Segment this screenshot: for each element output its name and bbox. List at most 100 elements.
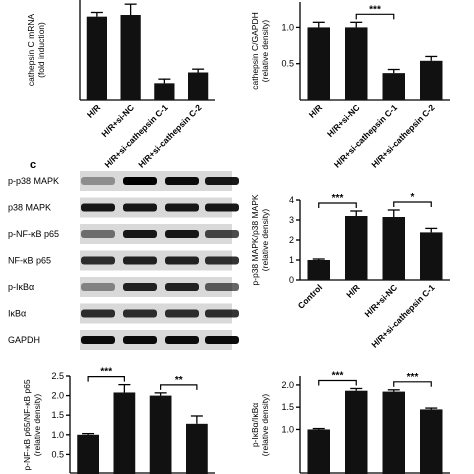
blot-band (123, 256, 157, 265)
blot-band (205, 203, 239, 212)
y-tick-label: 0 (289, 275, 294, 285)
bar (420, 409, 443, 474)
y-tick-label: 1.0 (51, 430, 64, 440)
bar (345, 390, 368, 474)
bar (77, 434, 99, 474)
y-tick-label: 4 (289, 195, 294, 205)
bar (345, 216, 368, 280)
x-tick-label: H/R (307, 102, 324, 119)
x-tick-label: H/R+si-cathepsin C-2 (136, 102, 204, 170)
bar (154, 83, 175, 100)
blot-band (165, 283, 199, 291)
significance-bracket (318, 379, 357, 386)
y-axis-label: cathepsin C mRNA (26, 14, 36, 87)
bar (113, 392, 136, 474)
blot-band (165, 256, 199, 265)
x-tick-label: H/R (85, 102, 102, 119)
bar (188, 72, 209, 100)
blot-band (123, 203, 157, 212)
blot-row-label: p-NF-κB p65 (8, 229, 59, 239)
blot-band (165, 336, 199, 344)
significance-label: ** (175, 375, 183, 386)
y-tick-label: 2 (289, 235, 294, 245)
blot-band (123, 309, 157, 318)
blot-band (165, 177, 199, 185)
y-tick-label: 0.5 (281, 59, 294, 69)
blot-band (81, 283, 115, 291)
y-tick-label: 1 (289, 255, 294, 265)
x-tick-label: H/R+si-NC (325, 102, 362, 139)
x-tick-label: H/R+si-cathepsin C-1 (102, 102, 170, 170)
blot-band (205, 283, 239, 291)
y-axis-label: (relative density) (32, 394, 42, 457)
blot-band (205, 336, 239, 344)
significance-bracket (393, 381, 432, 387)
bar (345, 27, 368, 100)
x-tick-label: H/R+si-cathepsin C-2 (369, 102, 437, 170)
significance-bracket (160, 384, 198, 390)
blot-band (123, 336, 157, 344)
y-tick-label: 1.0 (281, 424, 294, 434)
y-tick-label: 1.5 (51, 410, 64, 420)
bar (307, 27, 330, 100)
x-tick-label: H/R+si-NC (363, 282, 400, 319)
blot-band (81, 309, 115, 318)
blot-band (123, 283, 157, 291)
significance-label: *** (332, 370, 344, 381)
y-tick-label: 2.0 (51, 391, 64, 401)
y-axis-label: (relative density) (260, 394, 270, 457)
significance-label: *** (407, 372, 419, 383)
panel-label: c (30, 159, 36, 171)
x-tick-label: H/R+si-cathepsin C-1 (369, 282, 437, 350)
significance-bracket (87, 376, 125, 382)
y-tick-label: 3 (289, 215, 294, 225)
bar (186, 423, 208, 474)
blot-band (81, 177, 115, 185)
bar (420, 60, 443, 100)
y-axis-label: (relative density) (260, 20, 270, 83)
bar (86, 16, 107, 101)
x-tick-label: H/R+si-cathepsin C-1 (332, 102, 400, 170)
blot-band (81, 336, 115, 344)
x-tick-label: H/R (344, 282, 361, 299)
blot-band (205, 309, 239, 318)
blot-band (205, 256, 239, 265)
y-tick-label: 2.0 (281, 380, 294, 390)
blot-band (81, 230, 115, 238)
blot-band (205, 230, 239, 238)
significance-label: *** (369, 4, 381, 15)
blot-band (123, 177, 157, 185)
y-tick-label: 0.5 (51, 449, 64, 459)
bar (307, 429, 330, 474)
blot-row-label: p-IκBα (8, 282, 34, 292)
blot-row-label: NF-κB p65 (8, 256, 51, 266)
y-axis-label: p-NF-κB p65/NF-κB p65 (22, 379, 32, 470)
blot-row-label: IκBα (8, 309, 26, 319)
y-axis-label: p-IκBα/IκBα (250, 403, 260, 447)
blot-band (81, 256, 115, 265)
significance-bracket (393, 201, 432, 207)
bar (382, 217, 405, 280)
blot-band (81, 203, 115, 212)
blot-band (165, 203, 199, 212)
bar (120, 15, 141, 100)
significance-label: *** (332, 193, 344, 204)
significance-label: * (411, 192, 415, 203)
blot-row-label: p38 MAPK (8, 203, 51, 213)
y-tick-label: 1.0 (281, 22, 294, 32)
blot-band (123, 230, 157, 238)
significance-bracket (355, 13, 395, 20)
bar (420, 232, 443, 280)
x-tick-label: Control (296, 282, 324, 310)
blot-band (205, 177, 239, 185)
blot-band (165, 309, 199, 318)
y-axis-label: p-p38 MAPK/p38 MAPK (250, 194, 260, 286)
blot-band (165, 230, 199, 238)
y-tick-label: 1.5 (281, 402, 294, 412)
significance-label: *** (100, 367, 112, 378)
bar (382, 73, 405, 100)
y-tick-label: 2.5 (51, 371, 64, 381)
bar (307, 260, 330, 280)
